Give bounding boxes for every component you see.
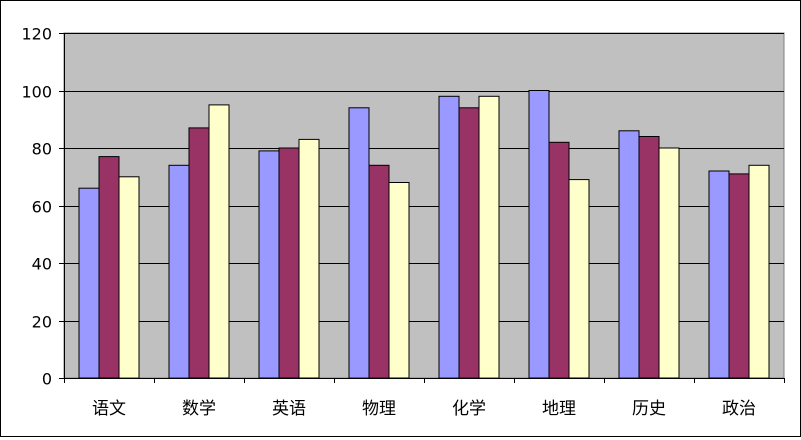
x-tick-label: 地理 <box>542 399 576 419</box>
bar-历史-series-2 <box>638 136 660 379</box>
x-axis-ticks: 语文 数学 英语 物理 化学 地理 历史 政治 <box>64 378 785 419</box>
bar-历史-series-1 <box>618 130 640 379</box>
bar-语文-series-2 <box>98 156 120 379</box>
bar-化学-series-1 <box>438 95 460 379</box>
bar-物理-series-2 <box>368 164 390 379</box>
x-tick-label: 数学 <box>182 399 216 419</box>
bar-政治-series-3 <box>748 164 770 379</box>
bar-英语-series-2 <box>278 147 300 379</box>
x-tick-label: 化学 <box>452 399 486 419</box>
bar-物理-series-3 <box>388 182 410 379</box>
bar-化学-series-2 <box>458 107 480 379</box>
bar-语文-series-3 <box>118 176 140 379</box>
bar-英语-series-3 <box>298 138 320 379</box>
x-tick-label: 英语 <box>272 399 306 419</box>
y-tick-label: 80 <box>32 140 52 159</box>
bar-数学-series-1 <box>168 164 190 379</box>
x-tick-label: 政治 <box>722 399 756 419</box>
bar-历史-series-3 <box>658 147 680 379</box>
y-tick-label: 0 <box>42 370 52 389</box>
x-tick-label: 历史 <box>632 399 666 419</box>
y-axis-ticks: 0 20 40 60 80 100 120 <box>21 25 64 389</box>
bars <box>78 90 770 379</box>
bar-数学-series-2 <box>188 127 210 379</box>
bar-地理-series-3 <box>568 179 590 379</box>
x-tick-label: 语文 <box>92 399 126 419</box>
bar-化学-series-3 <box>478 95 500 379</box>
bar-数学-series-3 <box>208 104 230 379</box>
bar-语文-series-1 <box>78 187 100 379</box>
x-tick-label: 物理 <box>362 399 396 419</box>
bar-政治-series-2 <box>728 173 750 379</box>
bar-英语-series-1 <box>258 150 280 379</box>
y-tick-label: 100 <box>21 83 52 102</box>
y-tick-label: 40 <box>32 255 52 274</box>
bar-政治-series-1 <box>708 170 730 379</box>
bar-物理-series-1 <box>348 107 370 379</box>
y-tick-label: 60 <box>32 198 52 217</box>
bar-地理-series-1 <box>528 90 550 379</box>
y-tick-label: 20 <box>32 313 52 332</box>
y-tick-label: 120 <box>21 25 52 44</box>
bar-地理-series-2 <box>548 141 570 379</box>
